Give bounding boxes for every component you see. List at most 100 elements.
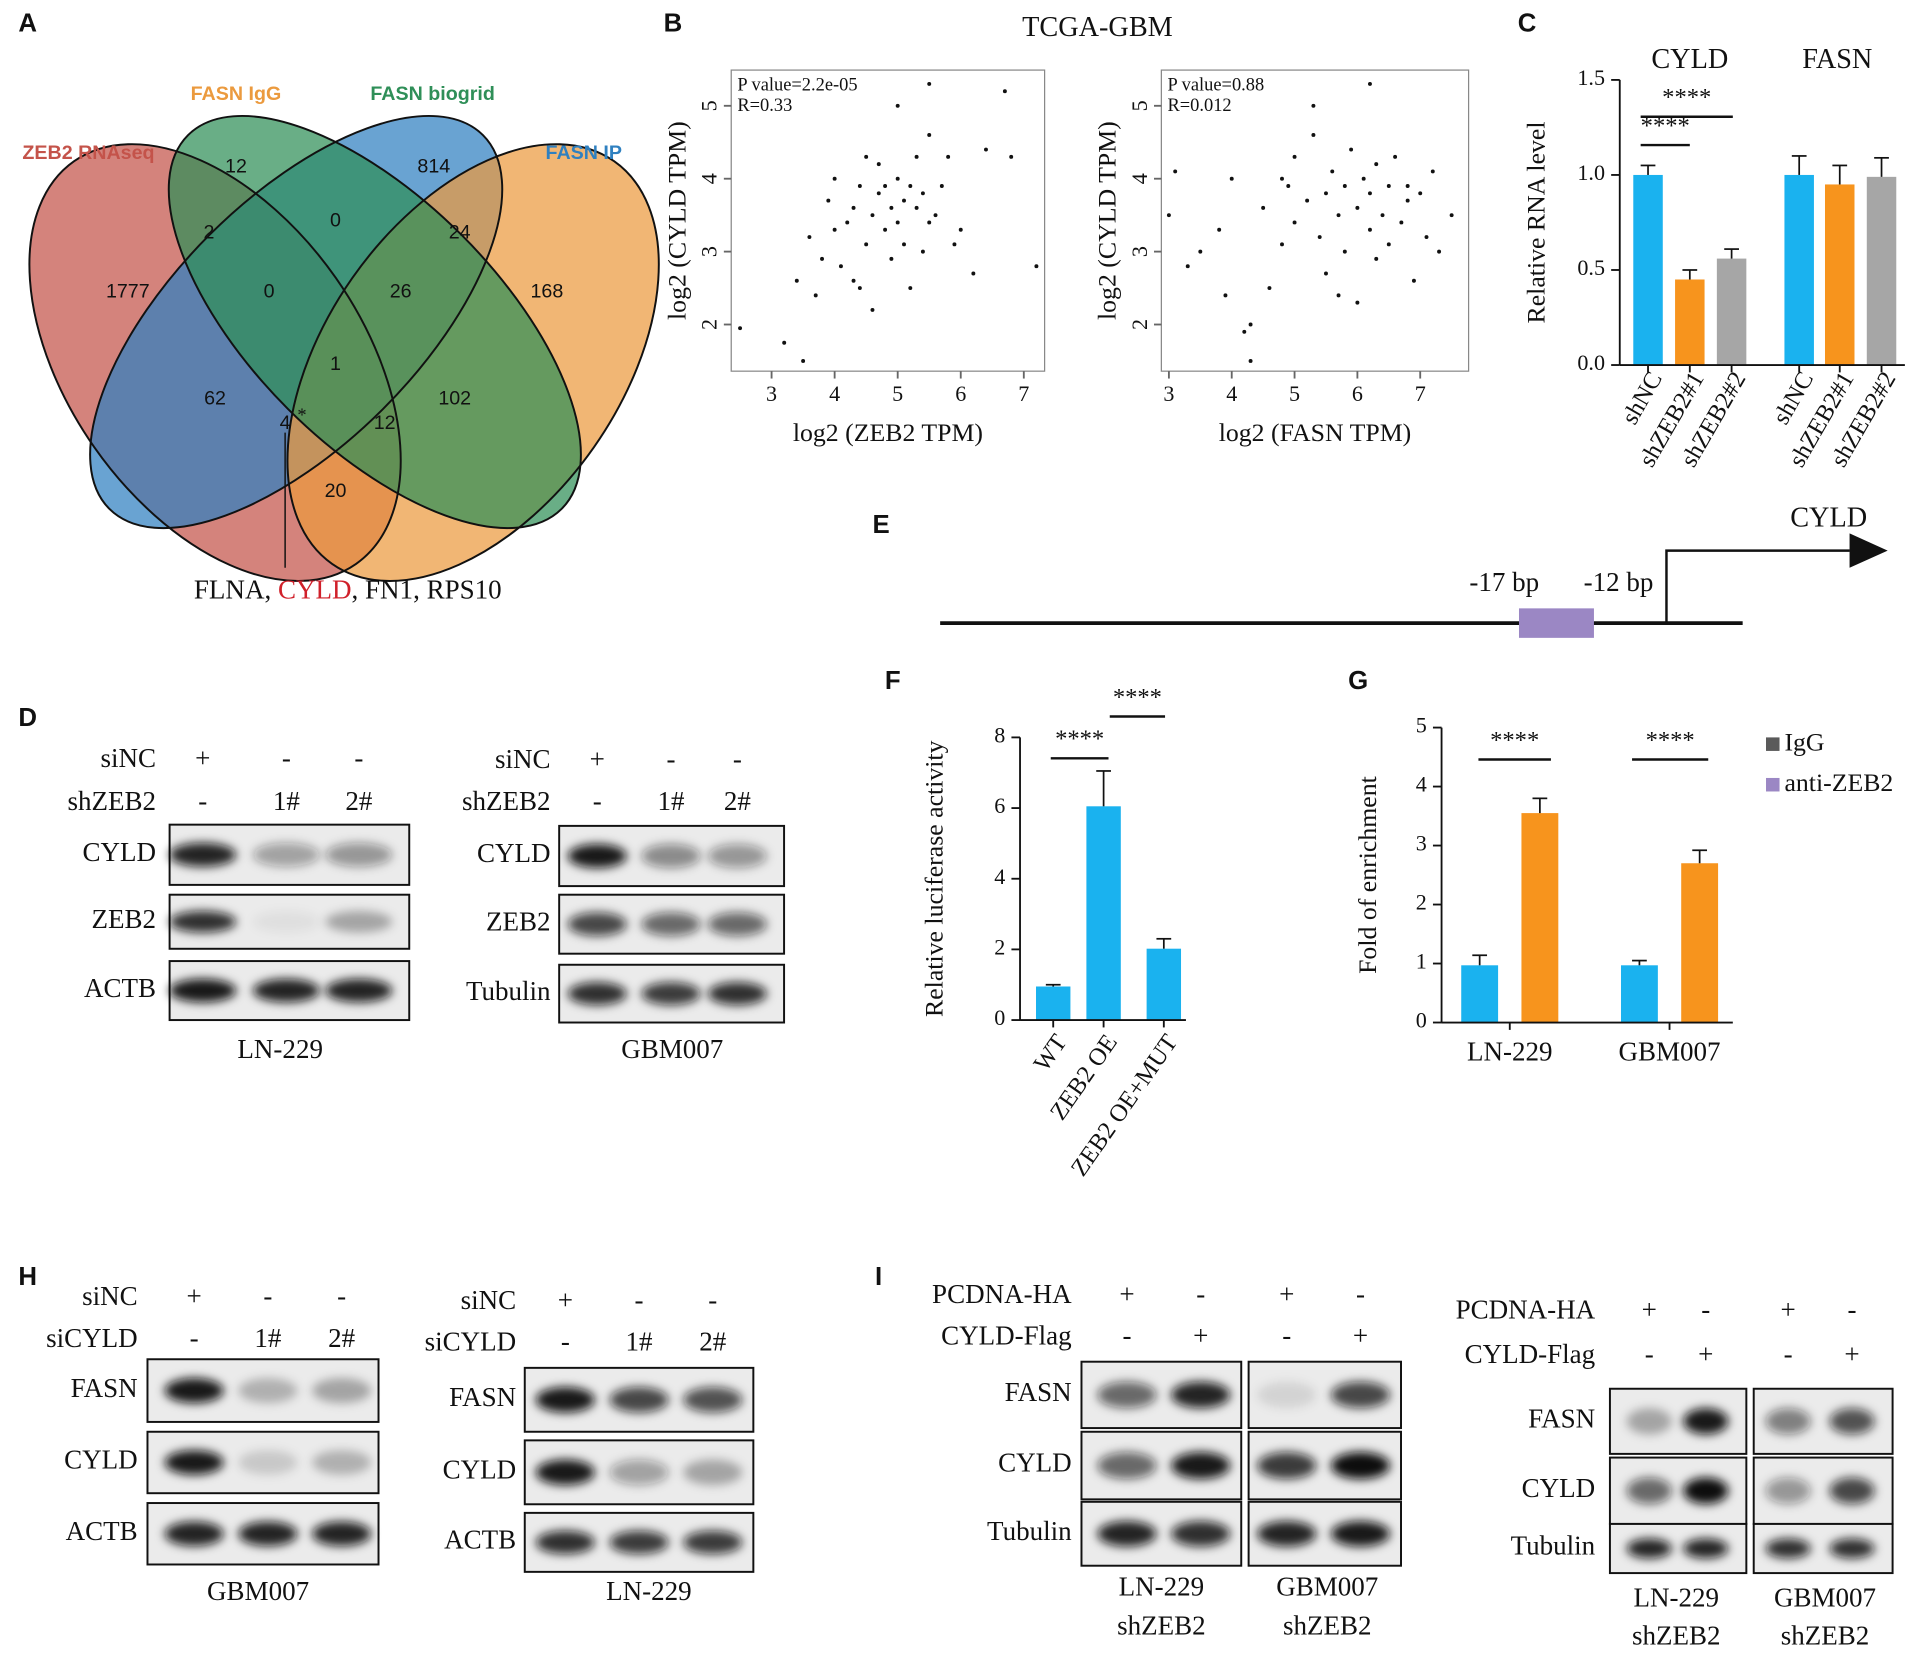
venn-count: 20	[325, 480, 347, 502]
y-tick-label: 0	[994, 1005, 1005, 1030]
point	[1355, 205, 1360, 210]
point	[738, 326, 743, 331]
treatment-mark: 1#	[273, 786, 301, 816]
band	[252, 842, 320, 867]
arrow-head	[1849, 533, 1888, 568]
stat-annotation: P value=0.88	[1168, 74, 1265, 94]
treatment-label: shZEB2	[68, 786, 157, 816]
point	[984, 147, 988, 152]
point	[864, 242, 869, 247]
point	[1330, 169, 1335, 174]
bar	[1521, 813, 1559, 1023]
band	[707, 912, 767, 936]
bar	[1866, 176, 1897, 366]
band	[1829, 1408, 1875, 1435]
point	[914, 154, 919, 159]
venn-label: ZEB2 RNAseq	[22, 142, 154, 164]
panel-letter: I	[875, 1263, 882, 1291]
band	[1097, 1381, 1157, 1409]
point	[920, 191, 925, 196]
band	[1257, 1452, 1317, 1480]
treatment-mark: +	[1353, 1321, 1368, 1351]
point	[845, 220, 850, 225]
point	[895, 103, 900, 108]
x-tick-label: 7	[1018, 381, 1029, 406]
y-tick-label: 3	[1127, 246, 1152, 257]
x-tick-label: WT	[1029, 1030, 1073, 1077]
point	[1411, 278, 1416, 283]
x-tick-label: 6	[1352, 381, 1363, 406]
y-tick-label: 0	[1416, 1008, 1427, 1033]
point	[902, 198, 906, 203]
panel-letter: B	[664, 9, 683, 37]
band	[1171, 1381, 1231, 1409]
band	[325, 910, 393, 933]
point	[851, 205, 856, 210]
band	[1626, 1538, 1672, 1559]
point	[1317, 235, 1322, 239]
venn-set	[168, 115, 581, 529]
point	[832, 227, 837, 232]
point	[1324, 191, 1328, 196]
x-tick-label: 4	[829, 381, 840, 406]
point	[820, 256, 824, 261]
band	[169, 842, 237, 867]
venn-count: 26	[390, 281, 412, 303]
treatment-label: CYLD-Flag	[941, 1321, 1072, 1351]
point	[914, 205, 919, 210]
treatment-mark: -	[635, 1285, 644, 1315]
treatment-mark: -	[1784, 1339, 1793, 1369]
cell-line: shZEB2	[1283, 1611, 1372, 1641]
treatment-mark: -	[263, 1281, 272, 1311]
point	[927, 81, 932, 86]
treatment-label: PCDNA-HA	[932, 1279, 1072, 1309]
panel-letter: C	[1518, 9, 1537, 37]
venn-label: FASN IgG	[191, 83, 282, 105]
point	[952, 242, 957, 247]
point	[1223, 293, 1228, 298]
group-label: FASN	[1802, 44, 1872, 75]
point	[1292, 220, 1297, 225]
point	[1361, 176, 1366, 181]
x-axis-label: log2 (FASN TPM)	[1219, 418, 1412, 447]
point	[851, 278, 856, 283]
point	[908, 184, 913, 188]
legend-marker	[1766, 777, 1780, 792]
venn-count: 168	[530, 281, 563, 303]
y-tick-label: 3	[1416, 831, 1427, 856]
bar	[1784, 174, 1814, 366]
group-label: CYLD	[1651, 44, 1728, 75]
y-tick-label: 0.5	[1577, 255, 1605, 280]
band	[609, 1387, 669, 1413]
binding-site	[1518, 608, 1594, 638]
venn-count: 0	[330, 209, 341, 231]
venn-count: 814	[417, 155, 450, 177]
significance: ****	[1646, 727, 1695, 754]
treatment-mark: -	[667, 744, 676, 774]
bar	[1716, 258, 1747, 366]
band	[164, 1521, 224, 1547]
x-tick-label: 6	[955, 381, 966, 406]
treatment-label: siCYLD	[46, 1323, 138, 1353]
point	[1292, 154, 1297, 159]
band	[609, 1530, 669, 1555]
point	[1367, 191, 1372, 196]
point	[1342, 184, 1347, 188]
y-tick-label: 4	[1127, 173, 1152, 184]
band	[164, 1378, 224, 1404]
band	[1829, 1477, 1875, 1505]
row-label: ACTB	[66, 1516, 138, 1546]
callout-part: CYLD	[278, 575, 352, 605]
row-label: CYLD	[477, 838, 551, 868]
y-tick-label: 4	[1416, 772, 1427, 797]
point	[1380, 213, 1385, 218]
point	[1280, 242, 1284, 247]
point	[1405, 198, 1410, 203]
venn-count: 62	[204, 388, 226, 410]
point	[1349, 147, 1354, 152]
x-tick-label: 7	[1415, 381, 1426, 406]
row-label: FASN	[1528, 1404, 1595, 1434]
panel-letter: F	[885, 667, 901, 695]
y-tick-label: 2	[1127, 319, 1152, 330]
